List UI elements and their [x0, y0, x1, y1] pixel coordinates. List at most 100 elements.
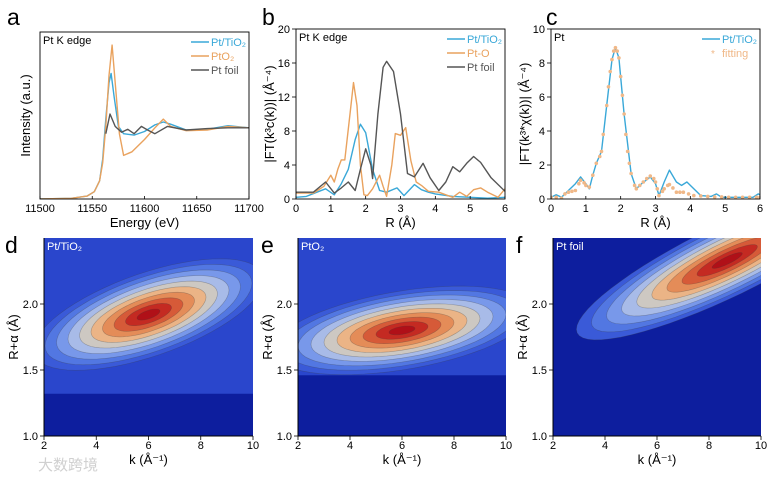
- series-line-ptfoil: [296, 60, 505, 194]
- y-axis-title: R+α (Å): [260, 314, 275, 359]
- data-point-fitting: [563, 192, 567, 196]
- x-tick-label: 10: [755, 440, 767, 452]
- panel-f: 2 4 6 8 10 1.0 1.5 2.0 k (Å⁻¹) R+α (Å) f Pt foil: [515, 232, 767, 467]
- data-point-fitting: [620, 93, 625, 98]
- x-tick-label: 3: [652, 203, 658, 215]
- x-tick-label: 0: [293, 203, 299, 215]
- y-axis-title: |FT(k³*χ(k))| (Å⁻⁴): [517, 63, 532, 166]
- data-point-fitting: [625, 149, 630, 154]
- x-tick-label: 8: [706, 440, 712, 452]
- data-point-fitting: [577, 181, 581, 186]
- data-point-fitting: [686, 192, 691, 196]
- data-point-fitting: [594, 161, 599, 166]
- data-point-fitting: [638, 183, 642, 188]
- data-point-fitting: [559, 196, 564, 199]
- data-point-fitting: [726, 195, 731, 199]
- data-point-fitting: [566, 190, 571, 194]
- panel-letter: c: [546, 4, 558, 30]
- x-tick-label: 8: [198, 440, 204, 452]
- legend-marker-star: *: [711, 49, 715, 60]
- x-tick-label: 11650: [182, 203, 212, 215]
- series-line-pttio: [551, 47, 760, 199]
- plot-area: [551, 45, 760, 199]
- y-tick-label: 1.0: [277, 431, 292, 443]
- y-axis-title: R+α (Å): [6, 314, 21, 359]
- x-tick-label: 4: [93, 440, 99, 452]
- x-tick-label: 2: [550, 440, 556, 452]
- data-point-fitting: [648, 174, 653, 178]
- x-tick-label: 5: [722, 203, 728, 215]
- series-line-ptfoil: [105, 113, 249, 135]
- contour-level-10: [711, 252, 743, 269]
- y-tick-label: 8: [539, 58, 545, 70]
- watermark: 大数跨境: [38, 456, 98, 474]
- data-point-fitting: [660, 189, 665, 194]
- data-point-fitting: [692, 193, 696, 198]
- legend-label: Pt-O: [467, 48, 490, 60]
- x-tick-label: 5: [467, 203, 473, 215]
- y-tick-label: 0: [539, 194, 545, 206]
- series-line-pttio: [296, 123, 505, 199]
- y-axis-title: R+α (Å): [515, 314, 530, 359]
- y-tick-label: 6: [539, 92, 545, 104]
- x-axis-title: Energy (eV): [110, 215, 179, 230]
- x-axis-title: R (Å): [385, 215, 415, 230]
- y-tick-label: 2.0: [532, 299, 547, 311]
- data-point-fitting: [681, 190, 686, 194]
- data-point-fitting: [604, 103, 609, 108]
- data-point-fitting: [578, 178, 583, 183]
- y-tick-label: 1.5: [532, 365, 547, 377]
- data-point-fitting: [570, 189, 574, 194]
- heatmap-low-region: [44, 393, 253, 436]
- x-axis-title: k (Å⁻¹): [383, 452, 422, 467]
- data-point-fitting: [651, 176, 656, 181]
- x-tick-label: 4: [687, 203, 693, 215]
- inset-label: Pt foil: [556, 241, 584, 253]
- y-tick-label: 4: [539, 126, 545, 138]
- data-point-fitting: [584, 183, 588, 188]
- data-point-fitting: [599, 149, 604, 154]
- y-tick-label: 12: [278, 92, 290, 104]
- legend-label: PtO₂: [211, 51, 234, 63]
- x-tick-label: 6: [757, 203, 763, 215]
- inset-label: Pt K edge: [299, 32, 347, 44]
- data-point-fitting: [698, 194, 703, 198]
- x-tick-label: 6: [654, 440, 660, 452]
- x-tick-label: 10: [500, 440, 512, 452]
- data-point-fitting: [622, 112, 626, 116]
- y-tick-label: 8: [284, 126, 290, 138]
- data-point-fitting: [606, 85, 611, 89]
- panel-a: 11500 11550 11600 11650 11700 Energy (eV) Inte…: [7, 4, 264, 230]
- y-axis-title: |FT(k³c(k))| (Å⁻⁴): [262, 65, 277, 162]
- legend-label: fitting: [722, 48, 748, 60]
- data-point-fitting: [653, 180, 658, 184]
- x-tick-label: 11550: [77, 203, 107, 215]
- panel-d: 2 4 6 8 10 1.0 1.5 2.0 k (Å⁻¹) R+α (Å) d Pt/TiO₂: [5, 232, 259, 467]
- y-tick-label: 1.0: [23, 431, 38, 443]
- x-tick-label: 2: [363, 203, 369, 215]
- data-point-fitting: [613, 45, 618, 50]
- contour-level-10: [388, 325, 416, 336]
- x-tick-label: 1: [328, 203, 334, 215]
- x-tick-label: 11500: [25, 203, 55, 215]
- data-point-fitting: [740, 195, 745, 199]
- data-point-fitting: [582, 181, 586, 185]
- x-tick-label: 2: [295, 440, 301, 452]
- y-tick-label: 4: [284, 160, 290, 172]
- x-tick-label: 4: [347, 440, 353, 452]
- data-point-fitting: [615, 49, 619, 53]
- data-point-fitting: [678, 190, 682, 194]
- data-point-fitting: [644, 176, 649, 181]
- x-tick-label: 4: [432, 203, 438, 215]
- inset-label: PtO₂: [301, 241, 324, 253]
- panel-letter: f: [516, 232, 523, 258]
- data-point-fitting: [601, 132, 606, 137]
- data-point-fitting: [671, 186, 675, 190]
- x-tick-label: 8: [451, 440, 457, 452]
- x-tick-label: 1: [583, 203, 589, 215]
- inset-label: Pt K edge: [43, 35, 91, 47]
- x-tick-label: 6: [145, 440, 151, 452]
- data-point-fitting: [662, 187, 667, 191]
